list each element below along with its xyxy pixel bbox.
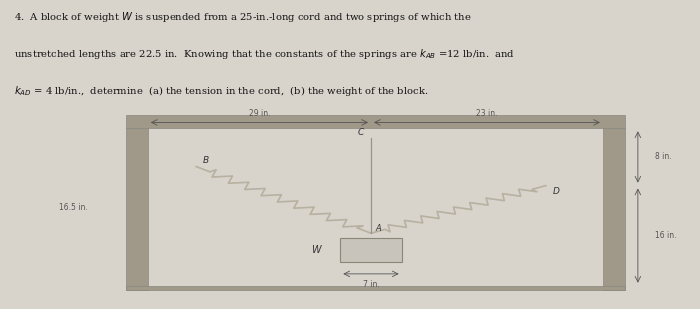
Text: $k_{AD}$ = 4 lb/in.,  determine  (a) the tension in the cord,  (b) the weight of: $k_{AD}$ = 4 lb/in., determine (a) the t…: [14, 84, 428, 98]
Bar: [126, 115, 624, 129]
Text: A: A: [375, 224, 381, 233]
Text: 16 in.: 16 in.: [654, 231, 676, 240]
Text: 29 in.: 29 in.: [248, 109, 270, 118]
Bar: [126, 286, 624, 290]
Text: 4.  A block of weight $W$ is suspended from a 25-in.-long cord and two springs o: 4. A block of weight $W$ is suspended fr…: [14, 10, 472, 24]
Text: W: W: [312, 245, 321, 255]
Text: B: B: [203, 156, 209, 165]
Text: unstretched lengths are 22.5 in.  Knowing that the constants of the springs are : unstretched lengths are 22.5 in. Knowing…: [14, 47, 515, 61]
Text: C: C: [358, 128, 364, 137]
Text: 23 in.: 23 in.: [476, 109, 498, 118]
Text: D: D: [553, 188, 560, 197]
Bar: [340, 238, 402, 262]
Text: 8 in.: 8 in.: [654, 153, 671, 162]
Bar: [603, 129, 624, 290]
Text: 7 in.: 7 in.: [363, 280, 379, 289]
Bar: [126, 129, 148, 290]
Text: 16.5 in.: 16.5 in.: [59, 202, 88, 212]
